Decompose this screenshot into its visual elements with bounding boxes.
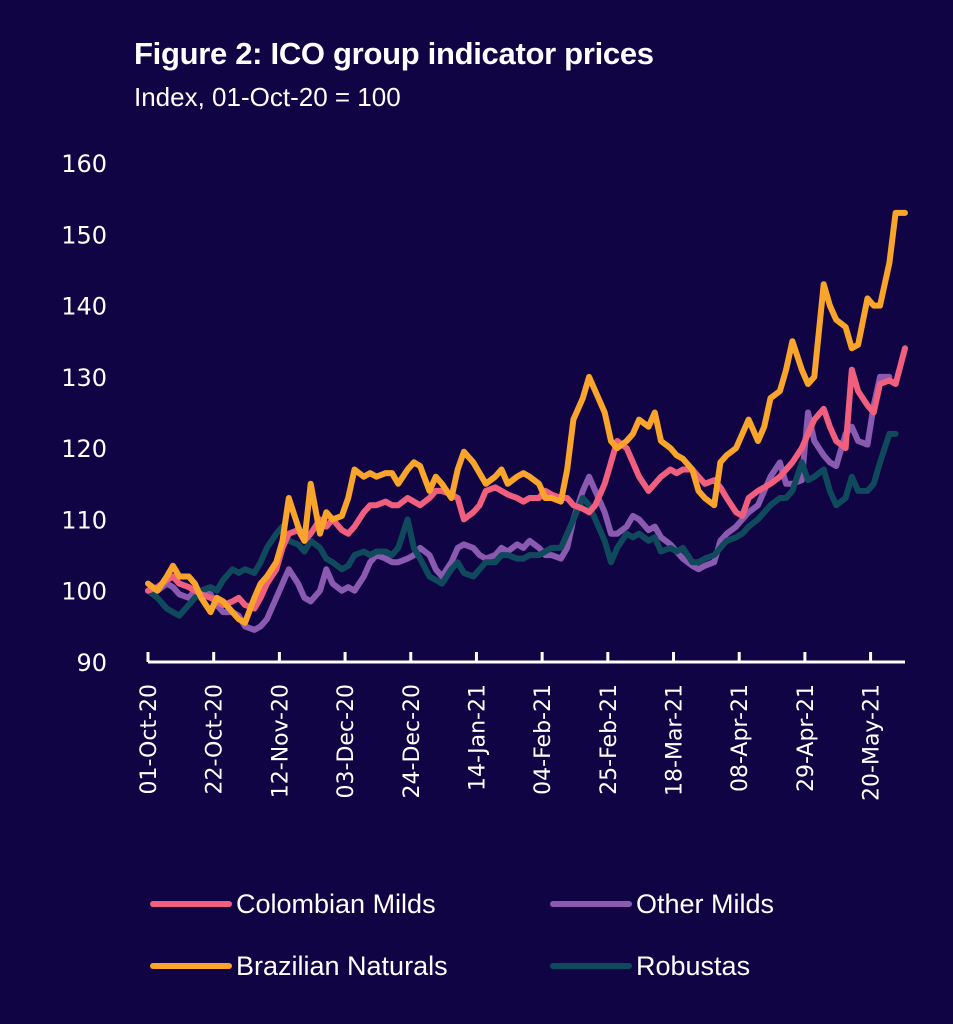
legend-item-brazilian-naturals[interactable]: Brazilian Naturals xyxy=(150,946,550,986)
x-tick-label: 22-Oct-20 xyxy=(203,684,228,795)
x-tick-label: 18-Mar-21 xyxy=(663,684,688,796)
x-tick-label: 29-Apr-21 xyxy=(794,684,819,792)
legend-label: Other Milds xyxy=(636,888,775,919)
legend-swatch-other-milds xyxy=(550,901,632,907)
x-axis-labels: 01-Oct-20 22-Oct-20 12-Nov-20 03-Dec-20 24-D… xyxy=(137,684,885,801)
series-line-robustas xyxy=(145,430,899,619)
y-tick-label-90: 90 xyxy=(76,649,107,677)
chart-subtitle: Index, 01-Oct-20 = 100 xyxy=(134,82,401,112)
legend-swatch-brazilian-naturals xyxy=(150,963,232,969)
x-tick-label: 14-Jan-21 xyxy=(465,684,490,791)
y-tick-label-130: 130 xyxy=(61,364,107,392)
y-tick-label-120: 120 xyxy=(61,435,107,463)
series-line-colombian-milds xyxy=(145,345,908,612)
x-tick-label: 20-May-21 xyxy=(860,684,885,801)
legend-item-robustas[interactable]: Robustas xyxy=(550,946,870,986)
y-tick-label-140: 140 xyxy=(61,293,107,321)
x-tick-label: 03-Dec-20 xyxy=(334,684,359,798)
x-tick-label: 08-Apr-21 xyxy=(728,684,753,792)
y-tick-label-100: 100 xyxy=(61,578,107,606)
series-lines xyxy=(145,209,908,633)
chart-title: Figure 2: ICO group indicator prices xyxy=(134,36,654,71)
series-line-brazilian-naturals xyxy=(145,209,908,626)
legend: Colombian Milds Other Milds Brazilian Na… xyxy=(150,884,870,986)
x-tick-label: 25-Feb-21 xyxy=(597,684,622,795)
legend-item-other-milds[interactable]: Other Milds xyxy=(550,884,870,924)
x-axis xyxy=(146,652,905,664)
legend-label: Colombian Milds xyxy=(236,888,436,919)
legend-swatch-colombian-milds xyxy=(150,901,232,907)
x-tick-label: 01-Oct-20 xyxy=(137,684,162,795)
y-tick-label-150: 150 xyxy=(61,221,107,249)
y-tick-label-110: 110 xyxy=(61,506,107,534)
x-tick-label: 24-Dec-20 xyxy=(400,684,425,798)
x-tick-label: 04-Feb-21 xyxy=(531,684,556,795)
legend-label: Brazilian Naturals xyxy=(236,950,448,981)
y-tick-label-160: 160 xyxy=(61,150,107,178)
legend-swatch-robustas xyxy=(550,963,632,969)
y-axis-labels: 90 100 110 120 130 140 150 160 xyxy=(61,150,107,677)
line-chart: 90 100 110 120 130 140 150 160 01-Oct-20 22-Oct-… xyxy=(61,150,908,801)
x-tick-label: 12-Nov-20 xyxy=(268,684,293,798)
legend-item-colombian-milds[interactable]: Colombian Milds xyxy=(150,884,550,924)
legend-label: Robustas xyxy=(636,950,751,981)
